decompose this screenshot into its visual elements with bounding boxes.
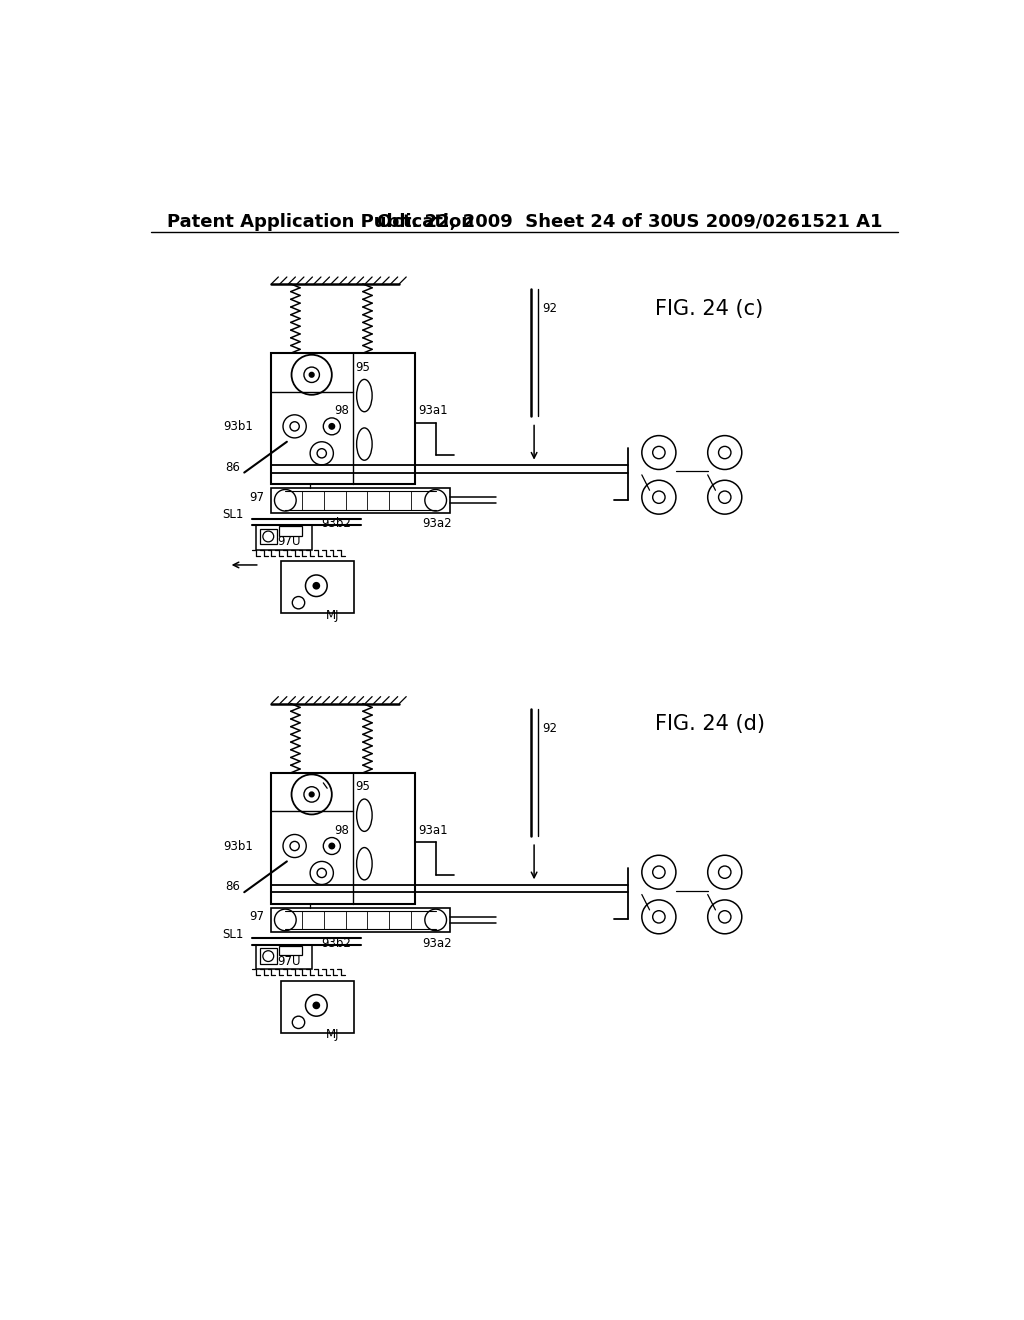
Bar	[271, 774, 415, 904]
Text: MJ: MJ	[326, 1028, 339, 1041]
Circle shape	[329, 424, 335, 429]
Text: Patent Application Publication: Patent Application Publication	[167, 213, 474, 231]
Text: MJ: MJ	[326, 609, 339, 622]
Text: 93a1: 93a1	[418, 404, 447, 417]
Text: 93b1: 93b1	[223, 420, 253, 433]
Text: 93b2: 93b2	[322, 517, 351, 529]
Circle shape	[329, 843, 335, 849]
Bar	[281, 981, 354, 1034]
Text: 97: 97	[250, 491, 264, 504]
Text: FIG. 24 (c): FIG. 24 (c)	[655, 298, 763, 318]
Text: 97U: 97U	[278, 536, 301, 548]
Text: 86: 86	[225, 880, 240, 894]
Bar	[260, 529, 276, 544]
Bar	[256, 525, 311, 549]
Text: 97: 97	[250, 911, 264, 924]
Text: 86: 86	[225, 461, 240, 474]
Text: 93a2: 93a2	[423, 936, 453, 949]
Text: SL1: SL1	[222, 928, 244, 941]
Circle shape	[309, 792, 314, 797]
Bar	[271, 488, 450, 512]
Text: 95: 95	[355, 780, 370, 793]
Text: 97U: 97U	[278, 954, 301, 968]
Text: Oct. 22, 2009  Sheet 24 of 30: Oct. 22, 2009 Sheet 24 of 30	[377, 213, 673, 231]
Text: 98: 98	[334, 404, 349, 417]
Text: FIG. 24 (d): FIG. 24 (d)	[655, 714, 765, 734]
Text: 92: 92	[543, 302, 558, 315]
Circle shape	[309, 372, 314, 378]
Bar	[260, 948, 276, 964]
Circle shape	[313, 1002, 319, 1008]
Text: 98: 98	[334, 824, 349, 837]
Bar	[280, 527, 302, 536]
Text: 93a1: 93a1	[418, 824, 447, 837]
Bar	[281, 561, 354, 614]
Circle shape	[313, 582, 319, 589]
Bar	[271, 908, 450, 932]
Bar	[280, 946, 302, 956]
Text: 93b2: 93b2	[322, 936, 351, 949]
Text: 93a2: 93a2	[423, 517, 453, 529]
Text: US 2009/0261521 A1: US 2009/0261521 A1	[673, 213, 883, 231]
Text: SL1: SL1	[222, 508, 244, 521]
Text: 95: 95	[355, 360, 370, 374]
Text: 92: 92	[543, 722, 558, 735]
Bar	[256, 945, 311, 969]
Text: 93b1: 93b1	[223, 840, 253, 853]
Bar	[271, 354, 415, 484]
